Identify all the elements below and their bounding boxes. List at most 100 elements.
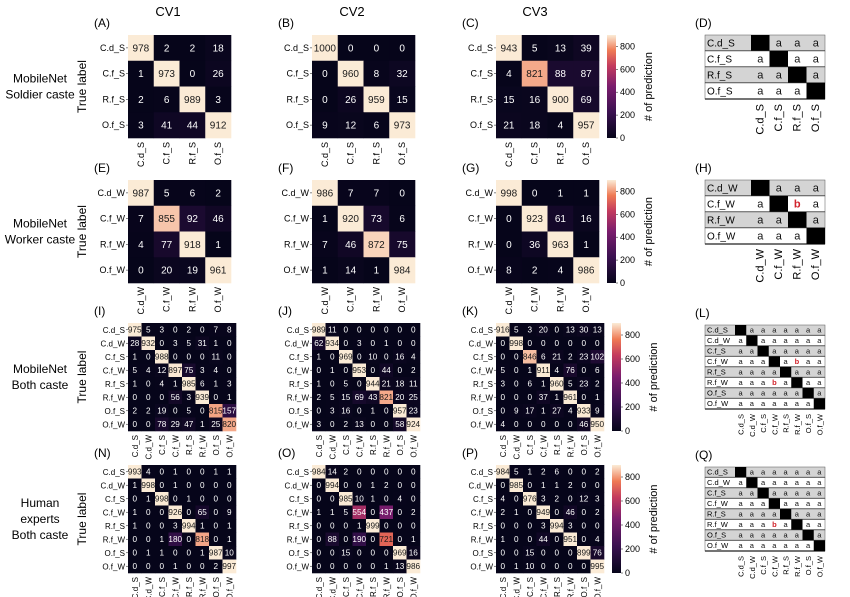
- heatmap-cell: [209, 532, 223, 547]
- cell-value: 1: [330, 366, 335, 375]
- cell-value: 0: [384, 495, 389, 504]
- cell-value: 1: [173, 481, 178, 490]
- cell-value: 0: [527, 522, 532, 531]
- cell-value: 0: [227, 353, 232, 362]
- cell-value: 0: [146, 420, 151, 429]
- cell-value: 0: [370, 366, 375, 375]
- cell-value: 0: [343, 326, 348, 335]
- cell-value: 0: [500, 393, 505, 402]
- cell-value: 1: [132, 481, 137, 490]
- cell-value: 6: [527, 380, 532, 389]
- table-cell-letter: a: [776, 70, 783, 82]
- cell-value: 2: [411, 366, 416, 375]
- cell-value: 0: [173, 495, 178, 504]
- heatmap-cell: [168, 532, 183, 547]
- heatmap-cell: [406, 363, 421, 378]
- cell-value: 14: [345, 266, 357, 277]
- cell-value: 20: [395, 393, 405, 402]
- heatmap-cell: [141, 417, 156, 432]
- heatmap-cell: [577, 404, 591, 418]
- row-tick-label: R.f_W: [100, 239, 126, 249]
- cell-value: 0: [554, 339, 559, 348]
- table-diagonal-cell: [780, 367, 792, 378]
- cell-value: 5: [330, 393, 335, 402]
- heatmap-cell: [509, 532, 524, 547]
- heatmap-cell: [205, 35, 232, 62]
- heatmap-cell: [496, 417, 510, 432]
- colorbar-tick-label: 0: [625, 568, 630, 578]
- table-cell-letter: a: [761, 368, 766, 377]
- heatmap-cell: [496, 205, 523, 232]
- table-diagonal-cell: [791, 519, 803, 530]
- heatmap-cell: [337, 231, 364, 258]
- col-tick-label: O.f_W: [225, 435, 234, 458]
- panel-label-P: (P): [462, 446, 478, 460]
- cell-value: 0: [173, 549, 178, 558]
- table-cell-letter: a: [739, 399, 744, 408]
- table-cell-letter: a: [794, 38, 801, 50]
- heatmap-cell: [496, 377, 510, 391]
- cell-value: 26: [213, 69, 225, 80]
- cell-value: 7: [138, 214, 144, 225]
- cell-value: 976: [523, 495, 537, 504]
- cell-value: 6: [554, 468, 559, 477]
- cell-value: 0: [343, 535, 348, 544]
- cell-value: 13: [395, 562, 405, 571]
- cell-value: 1: [384, 562, 389, 571]
- table-diagonal-cell: [806, 228, 825, 244]
- cell-value: 1: [173, 562, 178, 571]
- cell-value: 6: [541, 353, 546, 362]
- cell-value: 0: [186, 562, 191, 571]
- heatmap-cell: [521, 60, 548, 87]
- cell-value: 0: [186, 535, 191, 544]
- table-cell-letter: a: [772, 489, 777, 498]
- cell-value: 0: [595, 481, 600, 490]
- cell-value: 0: [159, 481, 164, 490]
- colorbar-tick-label: 600: [625, 354, 640, 364]
- col-tick-label: C.d_S: [499, 577, 508, 597]
- table-row-label: C.f_W: [707, 200, 735, 211]
- row-tick-label: O.f_S: [286, 120, 309, 130]
- cell-value: 1: [583, 188, 589, 199]
- cell-value: 1: [200, 549, 205, 558]
- table-cell-letter: a: [784, 478, 789, 487]
- heatmap-cell: [128, 363, 142, 378]
- heatmap-cell: [536, 336, 551, 351]
- heatmap-cell: [141, 559, 156, 574]
- heatmap-cell: [389, 60, 416, 87]
- heatmap-G: (G) 998 0 1 1 0 923 61 16 0 36 963 1 8 2 4 986 C.d_W C.f_W…: [462, 161, 600, 315]
- cell-value: 0: [343, 339, 348, 348]
- heatmap-cell: [182, 492, 196, 506]
- heatmap-cell: [521, 112, 548, 139]
- heatmap-cell: [590, 546, 605, 560]
- heatmap-cell: [182, 363, 196, 378]
- panel-label-A: (A): [94, 16, 110, 30]
- column-title-cv2: CV2: [339, 4, 364, 19]
- table-cell-letter: a: [750, 368, 755, 377]
- heatmap-cell: [523, 363, 537, 378]
- heatmap-cell: [523, 532, 537, 547]
- table-cell-letter: a: [739, 531, 744, 540]
- heatmap-cell: [393, 519, 407, 533]
- cell-value: 0: [227, 339, 232, 348]
- heatmap-cell: [523, 559, 537, 574]
- heatmap-cell: [337, 112, 364, 139]
- heatmap-cell: [363, 257, 390, 284]
- colorbar: 0 200 400 600 800 # of prediction: [612, 323, 660, 436]
- heatmap-cell: [406, 336, 421, 351]
- heatmap-cell: [155, 492, 169, 506]
- cell-value: 10: [355, 495, 365, 504]
- heatmap-cell: [153, 112, 180, 139]
- table-diagonal-cell: [802, 388, 814, 399]
- colorbar-tick-label: 400: [625, 520, 640, 530]
- colorbar-tick-label: 800: [625, 330, 640, 340]
- significance-table-H: (H)C.d_W a a aC.f_W a b aR.f_W a a aO.f_W a a aC.d_W…: [695, 161, 826, 283]
- table-cell-letter: a: [813, 54, 820, 66]
- cell-value: 18: [395, 380, 405, 389]
- cell-value: 1: [200, 420, 205, 429]
- table-cell-letter: a: [794, 86, 801, 98]
- heatmap-cell: [312, 417, 326, 432]
- heatmap-cell: [128, 377, 142, 391]
- cell-value: 0: [357, 407, 362, 416]
- cell-value: 0: [330, 522, 335, 531]
